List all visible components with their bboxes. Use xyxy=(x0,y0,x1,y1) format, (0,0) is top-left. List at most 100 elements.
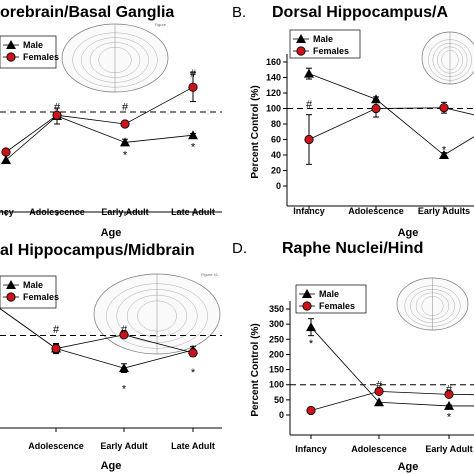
y-tick-label: 60 xyxy=(271,135,281,145)
point-male xyxy=(439,150,449,159)
legend-box xyxy=(0,275,57,309)
x-category-label: Adolescence xyxy=(28,441,84,451)
x-category-label: Early Adult xyxy=(100,441,147,451)
significance-star: * xyxy=(309,338,314,350)
significance-star: * xyxy=(122,383,127,395)
point-male xyxy=(119,363,129,373)
point-females xyxy=(1,147,11,157)
series-line-male xyxy=(310,326,474,407)
legend-label: Females xyxy=(319,301,355,311)
point-females xyxy=(52,110,62,120)
x-category-label: ncy xyxy=(0,207,14,217)
significance-star: * xyxy=(447,412,452,424)
point-females xyxy=(120,119,130,129)
point-male xyxy=(188,130,198,140)
legend-label: Females xyxy=(23,292,59,302)
legend-marker-females xyxy=(6,52,16,62)
point-females xyxy=(439,103,449,113)
legend-marker-male xyxy=(6,280,16,289)
point-male xyxy=(371,94,381,104)
series-line-females xyxy=(308,107,474,140)
legend-label: Male xyxy=(319,289,339,299)
y-tick-label: 80 xyxy=(271,119,281,129)
panel-letter: D. xyxy=(232,240,247,257)
panel-title: Dorsal Hippocampus/A xyxy=(272,4,448,21)
series-line-females xyxy=(0,308,194,354)
series-line-male xyxy=(5,115,194,161)
significance-hash: # xyxy=(376,380,383,392)
x-category-label: Early Adult xyxy=(101,207,148,217)
point-females xyxy=(444,389,454,400)
x-category-label: Late Adult xyxy=(171,441,215,451)
y-tick-label: 40 xyxy=(271,150,281,160)
y-tick-label: 160 xyxy=(266,57,281,67)
y-tick-label: 0 xyxy=(279,410,284,420)
significance-star: * xyxy=(123,149,128,161)
x-category-label: Adolescence xyxy=(348,206,404,216)
x-category-label: Adolescence xyxy=(29,207,85,217)
y-tick-label: 0 xyxy=(276,181,281,191)
x-category-label: Late Adult xyxy=(171,207,215,217)
point-male xyxy=(374,397,384,407)
brain-figure-label: Figure 41 xyxy=(201,272,219,277)
y-tick-label: 140 xyxy=(266,73,281,83)
y-tick-label: 120 xyxy=(266,88,281,98)
significance-hash: # xyxy=(53,324,60,336)
point-male xyxy=(304,68,314,78)
panel-title: orebrain/Basal Ganglia xyxy=(0,4,174,21)
legend-label: Females xyxy=(313,46,349,56)
point-females xyxy=(306,405,316,416)
legend-marker-male xyxy=(302,289,312,298)
y-tick-label: 250 xyxy=(269,334,284,344)
point-females xyxy=(119,330,129,340)
y-axis-label: Percent Control (%) xyxy=(250,323,261,416)
y-axis-label: Percent Control (%) xyxy=(250,85,261,178)
significance-hash: # xyxy=(54,101,61,113)
legend-marker-male xyxy=(296,34,306,43)
point-females xyxy=(371,103,381,114)
y-tick-label: 200 xyxy=(269,349,284,359)
x-category-label: Infancy xyxy=(295,444,327,454)
y-tick-label: 150 xyxy=(269,365,284,375)
point-females xyxy=(188,82,198,92)
point-male xyxy=(120,137,130,147)
y-tick-label: 20 xyxy=(271,166,281,176)
significance-hash: # xyxy=(190,68,197,80)
legend-label: Male xyxy=(23,280,43,290)
x-category-label: Infancy xyxy=(293,206,325,216)
panel-letter: B. xyxy=(232,4,246,21)
y-tick-label: 50 xyxy=(274,395,284,405)
x-category-label: Early Adults xyxy=(418,206,470,216)
x-axis-label: Age xyxy=(398,227,419,239)
x-category-label: Adolescence xyxy=(351,444,407,454)
significance-hash: # xyxy=(122,101,129,113)
legend-label: Male xyxy=(23,40,43,50)
x-axis-label: Age xyxy=(101,460,122,472)
x-axis-label: Age xyxy=(101,227,122,239)
brain-figure-label: Figure xyxy=(155,22,167,27)
significance-hash: # xyxy=(446,383,453,395)
significance-star: * xyxy=(442,145,447,157)
legend-marker-male xyxy=(6,40,16,49)
point-male xyxy=(306,322,316,332)
point-females xyxy=(51,343,61,354)
panel-title: Raphe Nuclei/Hind xyxy=(282,240,423,257)
significance-hash: # xyxy=(306,99,313,111)
series-line-females xyxy=(310,390,474,411)
legend-box xyxy=(0,35,57,69)
point-females xyxy=(374,386,384,396)
y-tick-label: 350 xyxy=(269,304,284,314)
point-females xyxy=(188,348,198,358)
legend-marker-females xyxy=(296,46,306,56)
significance-star: * xyxy=(191,367,196,379)
significance-star: * xyxy=(191,141,196,153)
y-tick-label: 300 xyxy=(269,319,284,329)
panel-3: al Hippocampus/Midbrain Figure 41 Adolesce… xyxy=(0,242,222,472)
x-axis-label: Age xyxy=(398,461,419,473)
series-line-females xyxy=(5,86,194,153)
panel-2: B. Dorsal Hippocampus/A 0 20 40 60 80 100 120 140… xyxy=(232,4,474,239)
point-females xyxy=(304,134,314,145)
legend-marker-females xyxy=(6,292,16,302)
